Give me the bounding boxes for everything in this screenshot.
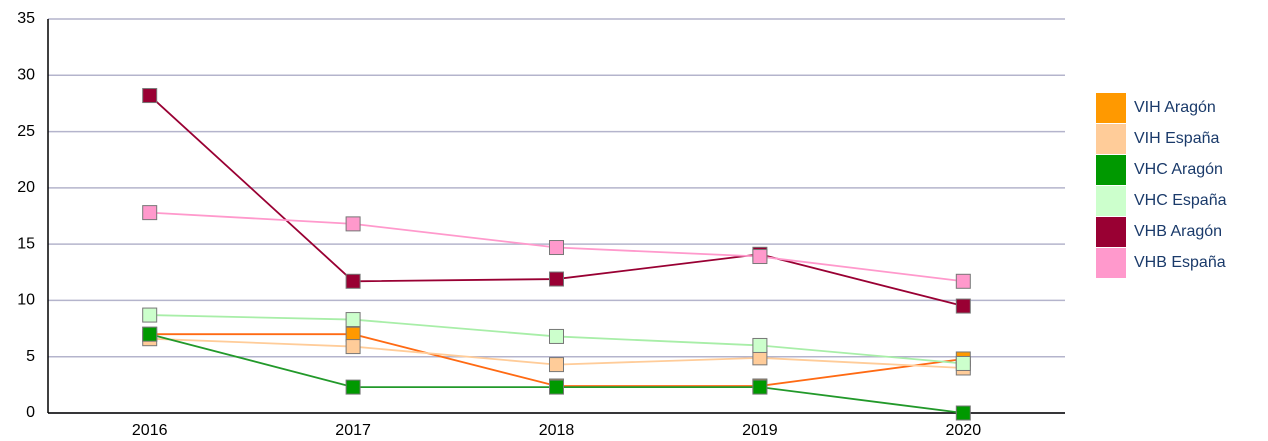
legend-swatch: [1096, 248, 1126, 278]
data-point: [955, 298, 971, 314]
data-point: [549, 328, 564, 344]
data-point: [345, 216, 361, 232]
data-point: [752, 249, 768, 265]
data-point: [345, 379, 361, 395]
x-tick-label: 2020: [946, 422, 982, 439]
data-point: [142, 88, 158, 104]
y-tick-label: 0: [26, 404, 35, 421]
y-tick-label: 25: [17, 123, 35, 140]
legend-label: VHC Aragón: [1134, 161, 1223, 178]
y-tick-label: 20: [17, 179, 35, 196]
x-tick-label: 2018: [539, 422, 575, 439]
y-tick-label: 10: [17, 292, 35, 309]
legend-swatch: [1096, 155, 1126, 185]
data-point: [345, 339, 361, 355]
legend-label: VHC España: [1134, 192, 1227, 209]
data-point: [142, 307, 158, 323]
y-tick-label: 15: [17, 235, 35, 252]
data-point: [752, 337, 768, 353]
y-tick-label: 30: [17, 67, 35, 84]
x-tick-label: 2016: [132, 422, 168, 439]
legend-label: VIH Aragón: [1134, 99, 1216, 116]
legend-swatch: [1096, 124, 1126, 154]
x-tick-label: 2017: [335, 422, 371, 439]
legend-label: VHB Aragón: [1134, 223, 1222, 240]
data-point: [955, 355, 971, 371]
data-point: [549, 357, 564, 373]
data-point: [345, 273, 361, 289]
y-tick-label: 35: [17, 10, 35, 27]
legend-swatch: [1096, 93, 1126, 123]
data-point: [142, 326, 158, 342]
x-tick-label: 2019: [742, 422, 778, 439]
y-tick-label: 5: [26, 348, 35, 365]
legend-swatch: [1096, 217, 1126, 247]
data-point: [549, 240, 564, 256]
series-line: [149, 333, 964, 414]
data-point: [955, 273, 971, 289]
data-point: [549, 271, 564, 287]
data-point: [345, 312, 361, 328]
legend-label: VHB España: [1134, 254, 1226, 271]
legend-swatch: [1096, 186, 1126, 216]
data-point: [955, 405, 971, 421]
data-point: [549, 379, 564, 395]
legend-label: VIH España: [1134, 130, 1219, 147]
data-point: [142, 205, 158, 221]
data-point: [752, 379, 768, 395]
